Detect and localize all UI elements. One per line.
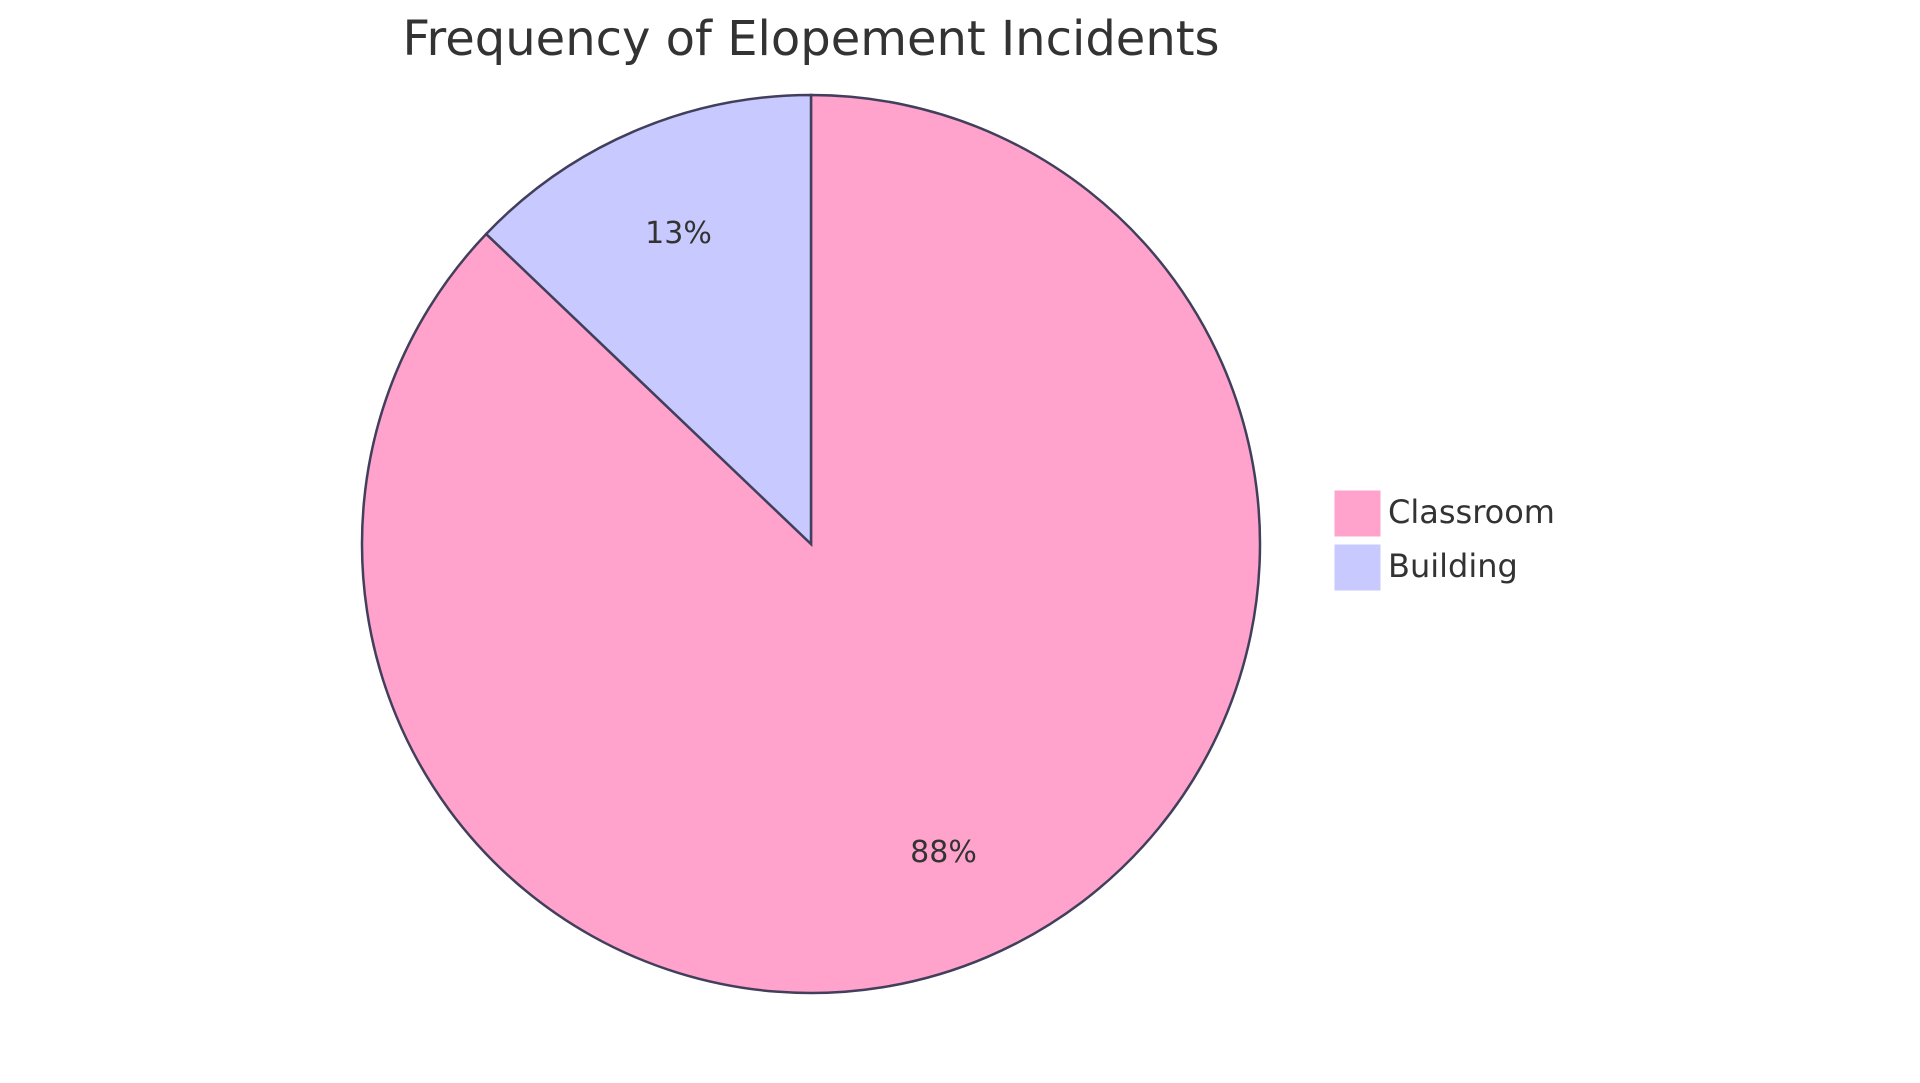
chart-title: Frequency of Elopement Incidents (402, 11, 1219, 67)
slice-label: 88% (910, 835, 977, 870)
legend-label: Classroom (1388, 493, 1555, 531)
slice-label: 13% (645, 216, 712, 251)
legend-swatch (1334, 544, 1381, 591)
legend-swatch (1334, 490, 1381, 537)
pie-slice (484, 93, 813, 547)
legend-label: Building (1388, 547, 1518, 585)
